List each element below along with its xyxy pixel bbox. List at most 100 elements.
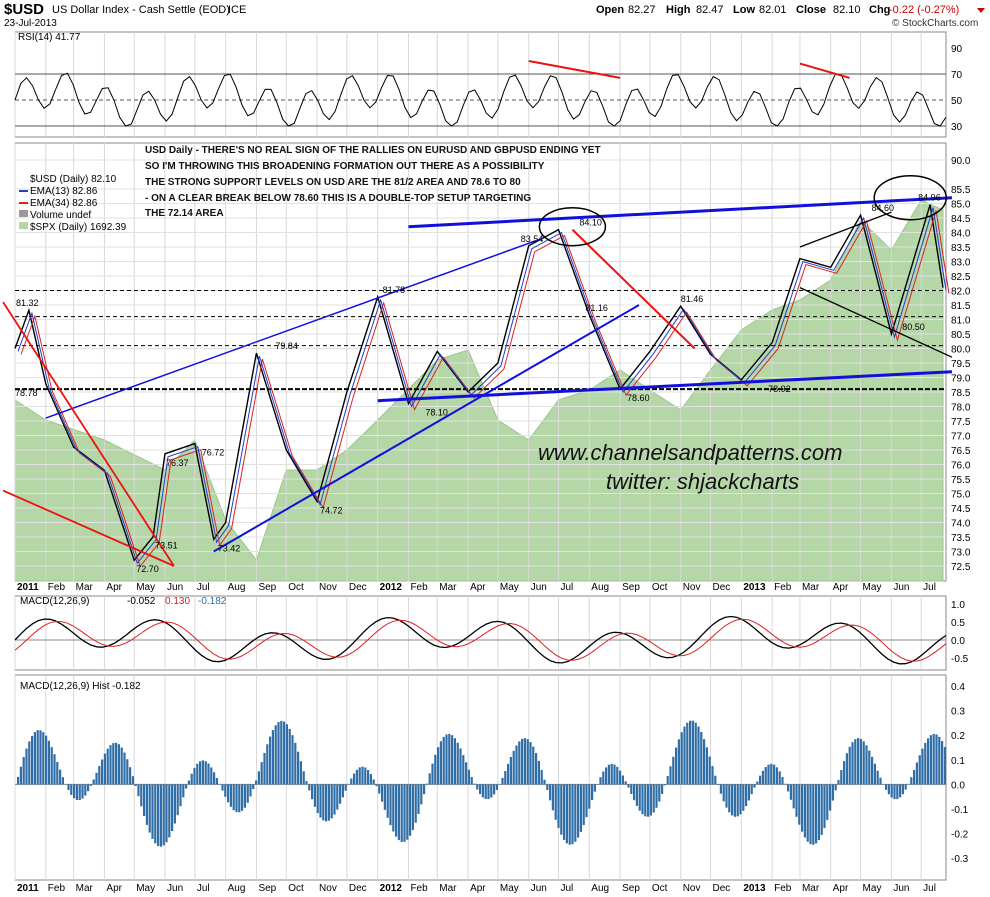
histogram-bar (17, 776, 20, 785)
histogram-bar (137, 784, 140, 797)
macd-panel-frame (14, 595, 947, 671)
histogram-bar (588, 784, 591, 809)
histogram-bar (22, 757, 25, 785)
histogram-bar (837, 780, 840, 785)
histogram-bar (784, 783, 787, 785)
macd-tick-label: 0.5 (951, 618, 965, 629)
histogram-bar (691, 720, 694, 785)
month-tick-label: Mar (439, 582, 457, 593)
histogram-tick-label: 0.2 (951, 731, 965, 742)
month-tick-label: Feb (48, 582, 66, 593)
month-tick-label: Jun (167, 883, 183, 894)
histogram-bar (901, 784, 904, 795)
histogram-bar (523, 738, 526, 785)
histogram-bar (669, 766, 672, 785)
histogram-bar (599, 777, 602, 785)
histogram-bar (815, 784, 818, 844)
histogram-bar (627, 784, 630, 788)
histogram-bar (59, 769, 62, 785)
month-tick-label: Jun (893, 582, 909, 593)
rsi-label: RSI(14) 41.77 (18, 32, 81, 43)
histogram-bar (700, 732, 703, 785)
histogram-bar (890, 784, 893, 798)
histogram-bar (537, 760, 540, 785)
histogram-bar (428, 773, 431, 785)
histogram-bar (302, 771, 305, 785)
rsi-line (14, 72, 947, 127)
price-tick-label: 82.5 (951, 272, 971, 283)
month-tick-label: Oct (652, 883, 668, 894)
histogram-bar (840, 770, 843, 785)
annotation-block: USD Daily - THERE'S NO REAL SIGN OF THE … (145, 145, 601, 219)
legend-spx-swatch (19, 222, 28, 229)
histogram-bar (87, 784, 90, 792)
histogram-bar (879, 777, 882, 785)
histogram-bar (201, 760, 204, 785)
histogram-bar (235, 784, 238, 813)
histogram-bar (61, 777, 64, 785)
macd-tick-label: 0.0 (951, 636, 965, 647)
month-tick-label: Nov (319, 883, 337, 894)
price-point-label: 80.50 (902, 322, 925, 332)
histogram-bar (507, 763, 510, 785)
histogram-bar (658, 784, 661, 802)
red-falling-line-2 (2, 489, 175, 567)
ema34-line (20, 210, 950, 568)
watermark-twitter: twitter: shjackcharts (606, 469, 799, 494)
rsi-tick-label: 90 (951, 44, 963, 55)
histogram-bar (92, 779, 95, 785)
price-point-label: 76.72 (202, 448, 225, 458)
histogram-bar (39, 730, 42, 785)
histogram-bar (661, 784, 664, 794)
annotation-line-1: USD Daily - THERE'S NO REAL SIGN OF THE … (145, 145, 601, 156)
histogram-bar (19, 766, 22, 785)
annotation-line-3: THE STRONG SUPPORT LEVELS ON USD ARE THE… (145, 177, 521, 188)
month-tick-label: Apr (470, 883, 486, 894)
price-point-label: 84.10 (579, 218, 602, 228)
histogram-bar (109, 745, 112, 785)
macd-label-v1: -0.052 (127, 596, 156, 607)
price-point-label: 81.32 (16, 298, 39, 308)
histogram-bar (36, 730, 39, 785)
histogram-bar (249, 784, 252, 797)
histogram-bar (103, 753, 106, 785)
month-tick-label: Mar (76, 582, 94, 593)
price-point-label: 73.42 (218, 543, 241, 553)
histogram-bar (157, 784, 160, 846)
histogram-bar (540, 769, 543, 785)
histogram-bar (288, 728, 291, 785)
histogram-bar (616, 766, 619, 785)
histogram-bar (45, 735, 48, 785)
histogram-bar (389, 784, 392, 826)
histogram-bar (467, 769, 470, 785)
histogram-bar (465, 762, 468, 785)
histogram-bar (722, 784, 725, 802)
histogram-bar (336, 784, 339, 810)
histogram-bar (252, 784, 255, 789)
histogram-bar (257, 771, 260, 785)
histogram-bar (283, 721, 286, 785)
month-tick-label: Jun (531, 883, 547, 894)
price-tick-label: 75.0 (951, 490, 971, 501)
histogram-bar (638, 784, 641, 811)
histogram-bar (165, 784, 168, 843)
trendlines (2, 174, 953, 567)
histogram-bar (868, 750, 871, 785)
histogram-tick-label: -0.3 (951, 854, 969, 865)
histogram-bar (801, 784, 804, 832)
month-tick-label: Jul (923, 883, 936, 894)
axis-tick-labels: 2011 2011 Feb Feb Mar Mar Apr Apr May May Jun Jun Ju… (17, 44, 971, 894)
month-tick-label: Feb (774, 883, 792, 894)
histogram-bar (610, 763, 613, 785)
open-label: Open (596, 4, 624, 16)
month-tick-label: Aug (591, 883, 609, 894)
black-upper-line (799, 211, 892, 248)
histogram-bar (476, 784, 479, 790)
histogram-bar (437, 747, 440, 785)
month-tick-label: Jul (197, 582, 210, 593)
histogram-bar (274, 725, 277, 785)
histogram-bar (501, 777, 504, 785)
histogram-bar (893, 784, 896, 800)
month-tick-label: Jul (560, 883, 573, 894)
month-tick-label: Sep (258, 582, 276, 593)
